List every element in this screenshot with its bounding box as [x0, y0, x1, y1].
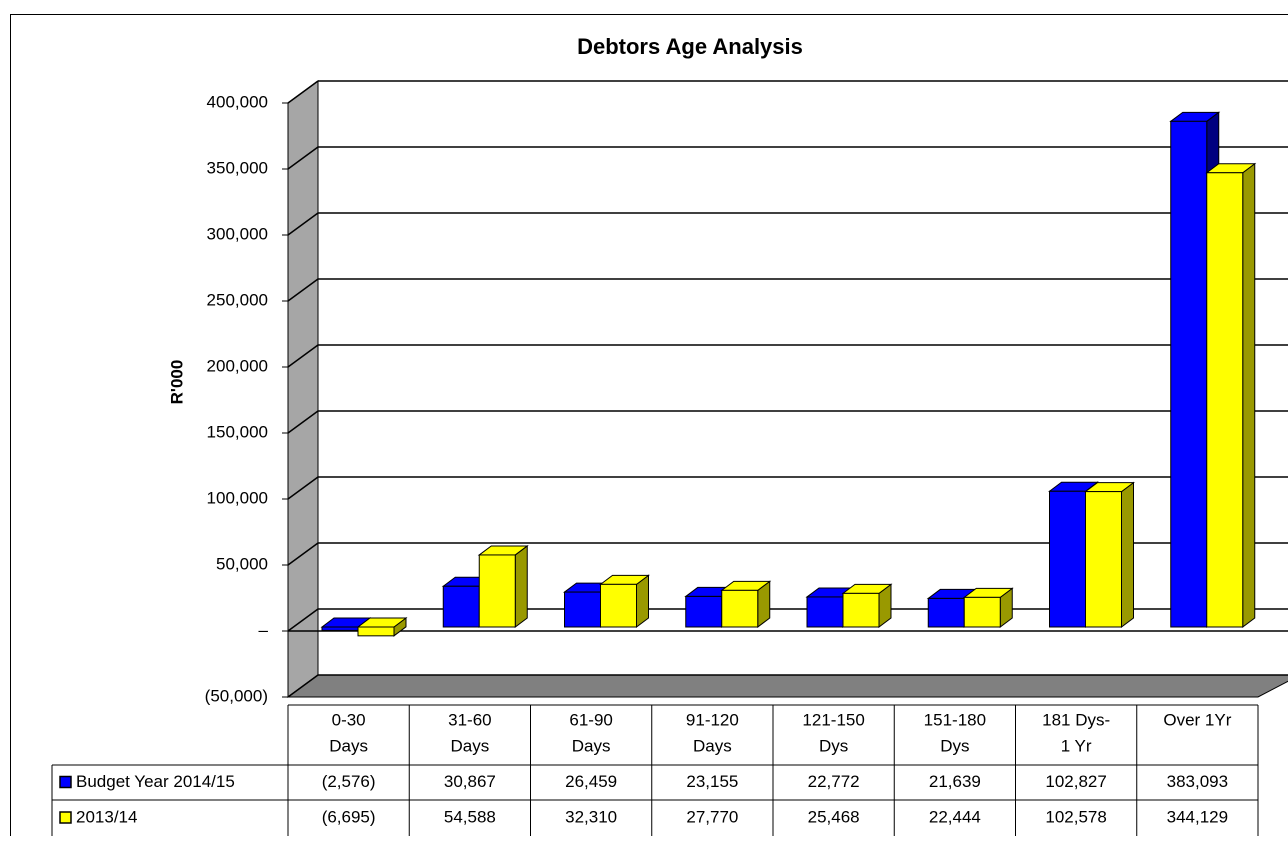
- table-value: 21,639: [929, 772, 981, 791]
- chart-title: Debtors Age Analysis: [577, 34, 803, 59]
- table-value: (2,576): [322, 772, 376, 791]
- table-value: 22,444: [929, 807, 981, 826]
- table-value: 32,310: [565, 807, 617, 826]
- y-tick-label: 300,000: [207, 224, 268, 243]
- bar: [358, 627, 394, 636]
- legend-label: Budget Year 2014/15: [76, 772, 235, 791]
- table-value: 102,578: [1045, 807, 1106, 826]
- bar: [565, 592, 601, 627]
- x-tick-label: Days: [572, 736, 611, 755]
- bar: [686, 596, 722, 627]
- x-tick-label: 181 Dys-: [1042, 710, 1110, 729]
- y-tick-label: 200,000: [207, 356, 268, 375]
- y-axis-label: R'000: [167, 360, 186, 405]
- y-tick-label: 150,000: [207, 422, 268, 441]
- table-value: 54,588: [444, 807, 496, 826]
- bar: [807, 597, 843, 627]
- bar: [964, 597, 1000, 627]
- table-value: 344,129: [1167, 807, 1228, 826]
- table-value: (6,695): [322, 807, 376, 826]
- bar: [1171, 121, 1207, 627]
- table-value: 30,867: [444, 772, 496, 791]
- x-tick-label: 0-30: [332, 710, 366, 729]
- bar: [1050, 491, 1086, 627]
- x-tick-label: 121-150: [802, 710, 864, 729]
- legend-label: 2013/14: [76, 807, 137, 826]
- y-tick-label: (50,000): [205, 686, 268, 705]
- x-tick-label: 31-60: [448, 710, 491, 729]
- y-tick-label: 250,000: [207, 290, 268, 309]
- table-value: 102,827: [1045, 772, 1106, 791]
- legend-key: [60, 777, 71, 788]
- x-tick-label: Over 1Yr: [1163, 710, 1231, 729]
- bar: [479, 555, 515, 627]
- side-wall: [288, 81, 318, 697]
- y-tick-label: 400,000: [207, 92, 268, 111]
- x-tick-label: 61-90: [569, 710, 612, 729]
- table-value: 383,093: [1167, 772, 1228, 791]
- bar: [601, 584, 637, 627]
- legend-key: [60, 812, 71, 823]
- bar: [722, 590, 758, 627]
- x-tick-label: 1 Yr: [1061, 736, 1092, 755]
- floor: [288, 675, 1288, 697]
- table-value: 25,468: [808, 807, 860, 826]
- bar: [1207, 173, 1243, 627]
- x-tick-label: Days: [693, 736, 732, 755]
- table-value: 22,772: [808, 772, 860, 791]
- y-tick-label: 350,000: [207, 158, 268, 177]
- table-value: 23,155: [686, 772, 738, 791]
- bar: [443, 586, 479, 627]
- y-tick-label: 100,000: [207, 488, 268, 507]
- y-tick-label: 50,000: [216, 554, 268, 573]
- x-tick-label: Dys: [819, 736, 848, 755]
- bar: [322, 627, 358, 630]
- bar-side: [1122, 483, 1134, 627]
- bar-side: [515, 546, 527, 627]
- x-tick-label: 91-120: [686, 710, 739, 729]
- bar: [843, 593, 879, 627]
- bar-side: [1243, 164, 1255, 627]
- bar: [928, 598, 964, 627]
- x-tick-label: Dys: [940, 736, 969, 755]
- x-tick-label: 151-180: [924, 710, 986, 729]
- x-tick-label: Days: [329, 736, 368, 755]
- y-tick-label: –: [259, 620, 269, 639]
- x-tick-label: Days: [451, 736, 490, 755]
- table-value: 26,459: [565, 772, 617, 791]
- bar: [1086, 492, 1122, 627]
- table-value: 27,770: [686, 807, 738, 826]
